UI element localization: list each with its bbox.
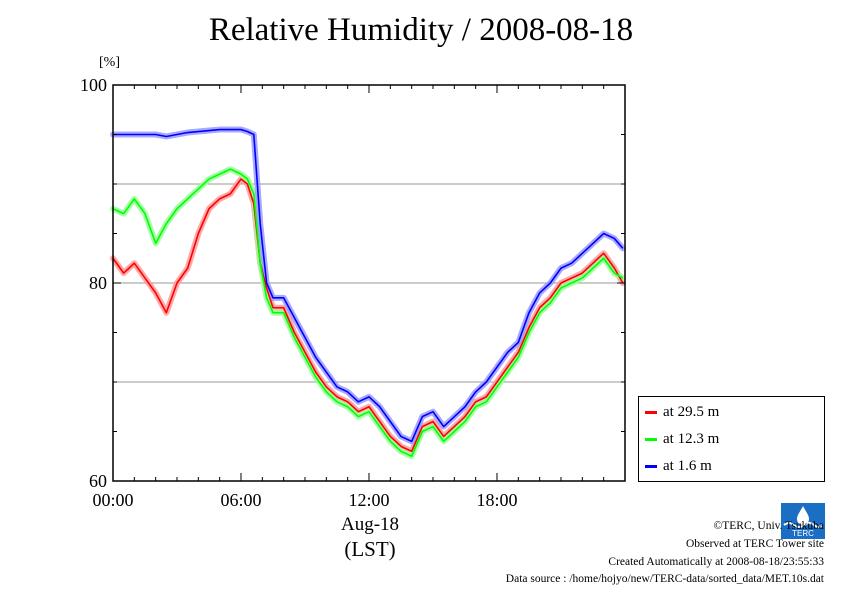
legend-label: at 12.3 m (663, 430, 720, 447)
x-axis-date-label: Aug-18 (340, 514, 400, 535)
legend-label: at 1.6 m (663, 457, 712, 474)
grid-lines (113, 183, 625, 383)
legend-item-12-3m: at 12.3 m (645, 429, 719, 449)
legend: at 29.5 m at 12.3 m at 1.6 m (638, 396, 825, 482)
series-layer (110, 126, 626, 460)
x-axis-timezone-label: (LST) (344, 537, 396, 561)
legend-item-29-5m: at 29.5 m (645, 402, 719, 422)
footer-observed: Observed at TERC Tower site (685, 538, 824, 550)
series-line (112, 178, 624, 453)
y-tick-label: 100 (80, 75, 107, 95)
x-tick-label: 00:00 (92, 490, 133, 510)
legend-label: at 29.5 m (663, 403, 720, 420)
footer-copyright: ©TERC, Univ. Tsukuba (713, 520, 824, 532)
legend-item-1-6m: at 1.6 m (645, 456, 712, 476)
x-tick-label: 06:00 (220, 490, 261, 510)
footer-source: Data source : /home/hojyo/new/TERC-data/… (505, 573, 824, 585)
svg-text:TERC: TERC (792, 529, 814, 538)
x-tick-label: 12:00 (348, 490, 389, 510)
y-tick-label: 80 (89, 273, 107, 293)
x-tick-label: 18:00 (476, 490, 517, 510)
legend-swatch (645, 410, 657, 414)
chart-title: Relative Humidity / 2008-08-18 (208, 12, 634, 48)
footer-created: Created Automatically at 2008-08-18/23:5… (608, 556, 824, 568)
series-line (112, 168, 624, 458)
y-axis-ticks: 60 80 100 (80, 75, 625, 491)
y-axis-unit: [%] (99, 55, 120, 70)
terc-logo: TERC (781, 503, 825, 539)
x-axis-ticks: 00:00 06:00 12:00 18:00 (92, 85, 626, 510)
series-band (110, 126, 626, 445)
y-tick-label: 60 (89, 471, 107, 491)
legend-swatch (645, 437, 657, 441)
series-band (110, 166, 626, 460)
legend-swatch (645, 464, 657, 468)
series-line (113, 128, 624, 443)
